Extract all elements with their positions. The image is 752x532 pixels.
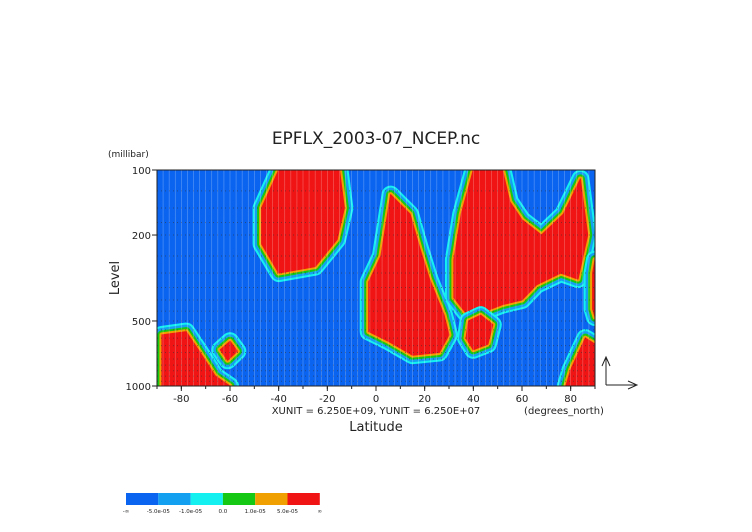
x-tick-label-6: 40	[467, 394, 480, 405]
y-tick-label-2: 500	[132, 317, 151, 328]
x-tick-label-3: -20	[319, 394, 335, 405]
y-axis-ticks: 100 200 500 1000	[126, 166, 157, 393]
x-tick-label-0: -80	[173, 394, 189, 405]
x-axis-ticks: -80 -60 -40 -20 0 20 40 60 80	[157, 386, 595, 405]
legend-swatch-1	[158, 493, 190, 505]
legend-label-6: ∞	[318, 509, 323, 515]
legend-label-5: 5.0e-05	[277, 509, 299, 515]
legend-label-0: -∞	[123, 509, 130, 515]
chart-title: EPFLX_2003-07_NCEP.nc	[272, 129, 480, 149]
x-tick-label-1: -60	[222, 394, 238, 405]
x-tick-label-7: 60	[516, 394, 529, 405]
legend-swatch-0	[126, 493, 158, 505]
x-unit-label: (degrees_north)	[524, 406, 604, 417]
legend-label-1: -5.0e-05	[147, 509, 171, 515]
unit-note: XUNIT = 6.250E+09, YUNIT = 6.250E+07	[272, 406, 481, 417]
y-tick-label-1: 200	[132, 231, 151, 242]
legend-swatch-5	[288, 493, 320, 505]
y-tick-label-3: 1000	[126, 382, 151, 393]
legend-swatch-3	[223, 493, 255, 505]
y-axis-label: Level	[108, 261, 123, 295]
legend-swatch-2	[191, 493, 223, 505]
y-tick-label-0: 100	[132, 166, 151, 177]
x-tick-label-8: 80	[564, 394, 577, 405]
x-tick-label-4: 0	[373, 394, 379, 405]
vector-scale-arrows	[602, 357, 637, 389]
x-axis-label: Latitude	[349, 420, 403, 435]
legend-label-2: -1.0e-05	[179, 509, 203, 515]
legend-label-3: 0.0	[219, 509, 228, 515]
legend-swatch-4	[255, 493, 287, 505]
x-tick-label-5: 20	[418, 394, 431, 405]
legend-label-4: 1.0e-05	[245, 509, 267, 515]
plot-area	[157, 170, 595, 386]
x-tick-label-2: -40	[270, 394, 286, 405]
y-unit-label: (millibar)	[108, 150, 149, 160]
contour-region-6	[220, 341, 237, 360]
color-legend: -∞ -5.0e-05 -1.0e-05 0.0 1.0e-05 5.0e-05 ∞	[123, 493, 322, 515]
